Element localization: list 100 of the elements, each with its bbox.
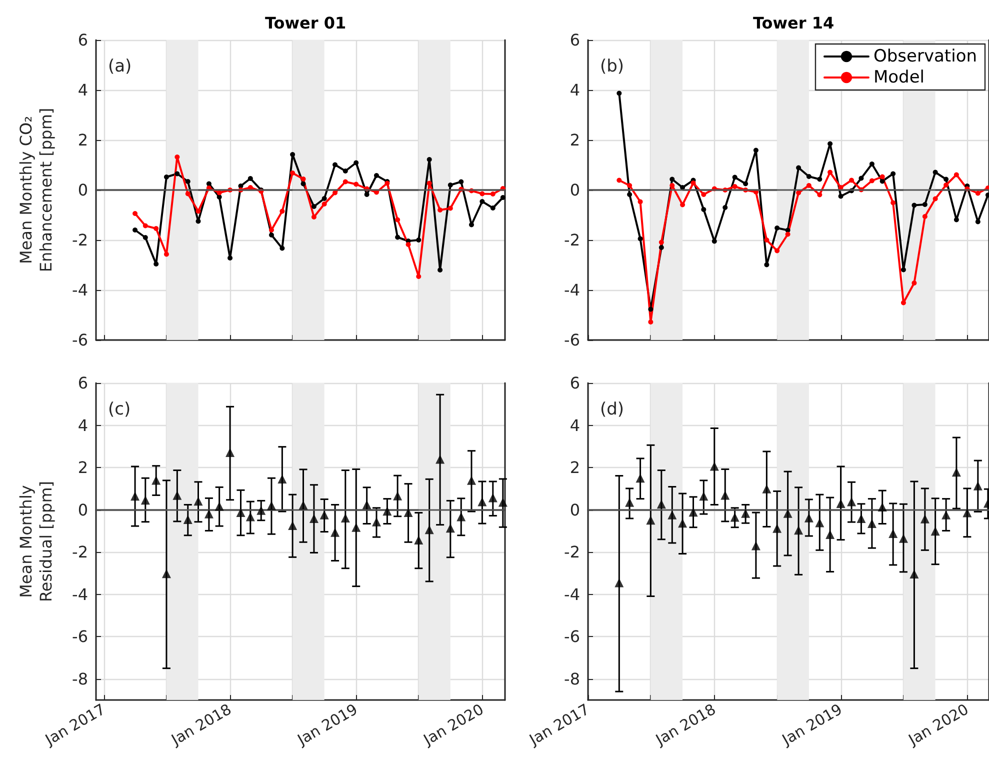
point: [142, 235, 148, 240]
chart-title: Tower 01: [264, 14, 346, 32]
point: [764, 262, 770, 268]
y-tick-label: 6: [570, 30, 580, 50]
point: [426, 157, 432, 162]
point: [838, 194, 844, 199]
point: [930, 526, 940, 536]
point: [690, 180, 696, 186]
point: [962, 508, 972, 518]
y-tick-label: -4: [72, 280, 88, 300]
point: [364, 192, 370, 197]
point: [416, 238, 422, 242]
point: [910, 570, 919, 579]
point: [975, 190, 980, 196]
point: [722, 205, 728, 210]
point: [680, 202, 686, 208]
point: [890, 200, 896, 206]
point: [794, 526, 804, 535]
y-tick-label: 4: [570, 416, 580, 435]
point: [320, 510, 329, 520]
point: [638, 236, 643, 242]
y-tick-label: 4: [570, 80, 580, 100]
y-tick-label: -4: [72, 584, 88, 604]
point: [710, 462, 719, 471]
point: [973, 481, 982, 490]
point: [448, 182, 453, 188]
point: [815, 518, 824, 528]
y-tick-label: -2: [72, 230, 88, 250]
point: [322, 196, 327, 201]
point: [826, 530, 835, 540]
point: [867, 519, 876, 528]
point: [256, 506, 266, 515]
point: [636, 474, 645, 483]
point: [488, 493, 498, 502]
point: [362, 500, 372, 510]
point: [985, 192, 989, 198]
point: [185, 179, 190, 184]
point: [311, 214, 316, 220]
point: [699, 492, 708, 501]
point: [668, 510, 677, 520]
point: [248, 185, 253, 190]
y-tick-label: 6: [78, 30, 88, 50]
point: [678, 518, 688, 528]
point: [490, 206, 496, 210]
point: [226, 448, 235, 458]
point: [720, 490, 730, 500]
y-tick-label: -6: [564, 627, 580, 646]
point: [954, 172, 959, 178]
point: [774, 248, 780, 254]
point: [646, 516, 656, 525]
point: [954, 217, 959, 222]
point: [701, 207, 706, 212]
point: [354, 160, 359, 166]
point: [658, 240, 664, 245]
annotation: (c): [108, 400, 131, 420]
point: [174, 171, 180, 176]
point: [743, 181, 748, 186]
y-tick-label: 0: [570, 500, 580, 520]
point: [796, 190, 802, 196]
y-tick-label: -8: [564, 669, 580, 688]
annotation: (d): [600, 400, 624, 420]
point: [922, 202, 928, 207]
point: [670, 183, 675, 188]
point: [438, 268, 443, 272]
y-axis-title: Mean Monthly Residual [ppm]: [16, 480, 56, 602]
point: [469, 222, 474, 228]
point: [616, 90, 622, 96]
point: [847, 497, 856, 506]
point: [764, 238, 770, 242]
point: [922, 214, 928, 219]
y-tick-label: 4: [78, 416, 88, 435]
point: [424, 525, 434, 534]
y-tick-label: -4: [564, 280, 580, 300]
y-tick-label: 0: [570, 180, 580, 200]
point: [268, 228, 274, 232]
y-tick-label: -6: [564, 330, 580, 350]
point: [817, 176, 822, 182]
point: [490, 192, 496, 196]
y-tick-label: -4: [564, 584, 580, 604]
point: [300, 181, 306, 186]
point: [944, 176, 949, 182]
point: [869, 178, 874, 184]
point: [438, 208, 443, 212]
point: [196, 208, 201, 214]
point: [762, 484, 772, 494]
point: [828, 141, 833, 146]
point: [164, 174, 169, 180]
point: [228, 256, 233, 260]
point: [732, 174, 738, 180]
point: [627, 183, 632, 188]
y-tick-label: -8: [72, 669, 88, 688]
y-tick-label: -6: [72, 330, 88, 350]
point: [448, 206, 453, 211]
point: [638, 199, 643, 204]
point: [890, 171, 896, 176]
y-tick-label: -2: [72, 542, 88, 562]
point: [952, 468, 961, 477]
point: [614, 578, 624, 588]
point: [206, 181, 212, 186]
point: [828, 170, 833, 175]
